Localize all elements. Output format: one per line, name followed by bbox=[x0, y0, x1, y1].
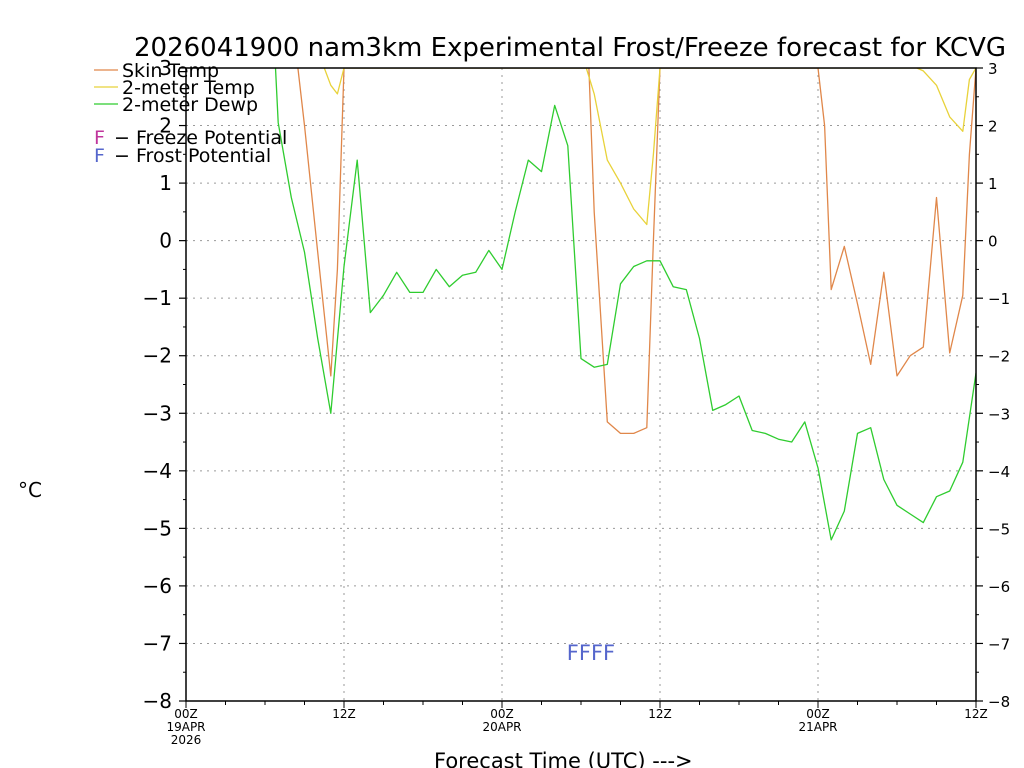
y-tick-label-left: −6 bbox=[143, 574, 172, 598]
y-tick-label-right: −6 bbox=[988, 578, 1010, 596]
y-tick-label-left: −3 bbox=[143, 401, 172, 425]
y-tick-label-left: 3 bbox=[159, 56, 172, 80]
legend-label-2m-temp: 2-meter Temp bbox=[122, 77, 255, 99]
y-tick-label-right: 1 bbox=[988, 175, 998, 193]
y-tick-label-right: −8 bbox=[988, 693, 1010, 711]
y-tick-label-left: 1 bbox=[159, 171, 172, 195]
y-tick-label-left: −1 bbox=[143, 286, 172, 310]
y-tick-label-right: −2 bbox=[988, 348, 1010, 366]
chart-title: 2026041900 nam3km Experimental Frost/Fre… bbox=[134, 33, 1006, 63]
y-tick-label-right: −1 bbox=[988, 290, 1010, 308]
x-tick-label: 00Z bbox=[174, 707, 198, 721]
series-line-2-meter-dewp bbox=[274, 68, 976, 541]
legend: Skin Temp 2-meter Temp 2-meter Dewp F − … bbox=[94, 60, 287, 167]
y-tick-label-left: −7 bbox=[143, 631, 172, 655]
y-tick-label-left: −8 bbox=[143, 689, 172, 713]
x-tick-date: 21APR bbox=[798, 720, 837, 734]
y-tick-label-left: −4 bbox=[143, 459, 172, 483]
y-tick-label-right: 0 bbox=[988, 233, 998, 251]
series-line-skin-temp bbox=[297, 68, 976, 435]
x-tick-label: 12Z bbox=[332, 707, 356, 721]
series-line-2-meter-temp bbox=[323, 68, 976, 226]
y-tick-label-left: 2 bbox=[159, 114, 172, 138]
plot-frame bbox=[185, 67, 977, 702]
legend-frost-label: − Frost Potential bbox=[108, 145, 271, 167]
frost-potential-marks: FFFF bbox=[567, 641, 615, 665]
x-axis-label: Forecast Time (UTC) ---> bbox=[434, 749, 693, 768]
legend-freeze-label: − Freeze Potential bbox=[108, 127, 287, 149]
legend-frost-letter: F bbox=[94, 145, 105, 167]
x-tick-label: 12Z bbox=[964, 707, 988, 721]
x-tick-date: 19APR bbox=[166, 720, 205, 734]
y-axis-ticks: −8 −8 −7 −7 −6 −6 −5 −5 −4 −4 −3 −3 −2 −2 −1 −1 0 0 1 1 2 2 3 3 bbox=[143, 56, 1011, 713]
series-lines bbox=[274, 68, 976, 541]
y-tick-label-right: −7 bbox=[988, 635, 1010, 653]
grid-lines bbox=[186, 68, 976, 701]
x-tick-label: 00Z bbox=[806, 707, 830, 721]
legend-label-skin-temp: Skin Temp bbox=[122, 60, 219, 82]
y-tick-label-right: −3 bbox=[988, 405, 1010, 423]
y-tick-label-left: −5 bbox=[143, 516, 172, 540]
y-tick-label-right: 2 bbox=[988, 118, 998, 136]
legend-label-2m-dewp: 2-meter Dewp bbox=[122, 94, 258, 116]
y-tick-label-right: −4 bbox=[988, 463, 1010, 481]
legend-freeze-letter: F bbox=[94, 127, 105, 149]
x-tick-label: 12Z bbox=[648, 707, 672, 721]
y-axis-label: °C bbox=[18, 478, 42, 502]
x-tick-year: 2026 bbox=[171, 733, 202, 747]
y-tick-label-left: −2 bbox=[143, 344, 172, 368]
y-tick-label-left: 0 bbox=[159, 229, 172, 253]
x-tick-label: 00Z bbox=[490, 707, 514, 721]
x-tick-date: 20APR bbox=[482, 720, 521, 734]
y-tick-label-right: −5 bbox=[988, 520, 1010, 538]
y-tick-label-right: 3 bbox=[988, 60, 998, 78]
